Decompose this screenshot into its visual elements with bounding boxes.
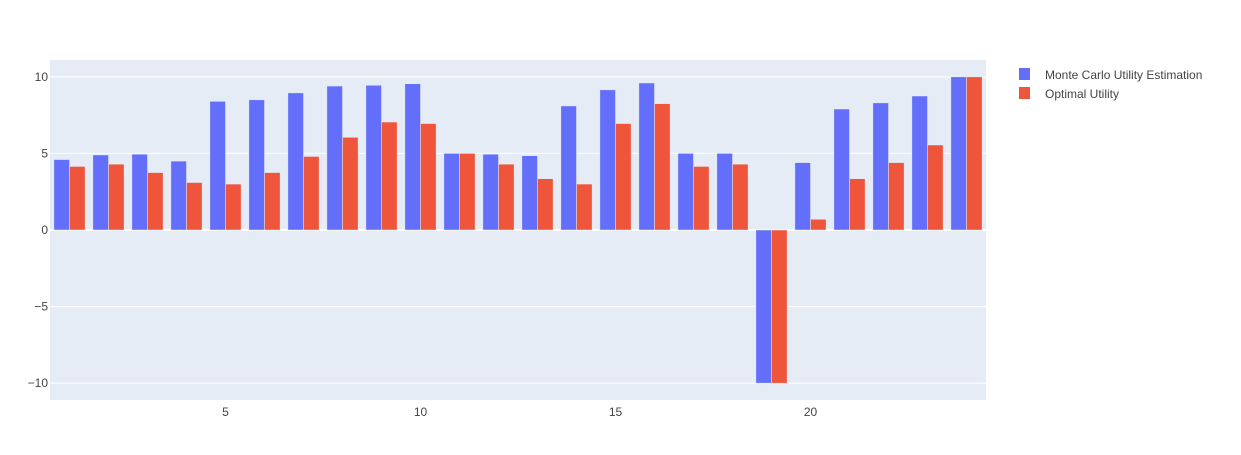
bar[interactable]: [443, 153, 460, 231]
bar[interactable]: [381, 121, 398, 231]
bar[interactable]: [326, 85, 343, 231]
bar[interactable]: [170, 160, 187, 231]
bar[interactable]: [287, 92, 304, 231]
bar[interactable]: [966, 76, 983, 231]
x-tick-label: 20: [804, 405, 818, 419]
bar[interactable]: [303, 156, 320, 231]
bar[interactable]: [849, 178, 866, 231]
bar[interactable]: [69, 166, 86, 231]
x-tick-label: 5: [222, 405, 229, 419]
bar[interactable]: [225, 183, 242, 231]
bar[interactable]: [186, 182, 203, 231]
bar[interactable]: [716, 153, 733, 231]
legend-item[interactable]: Monte Carlo Utility Estimation: [1019, 68, 1202, 82]
x-axis: 5 10 15 20: [222, 405, 817, 419]
x-tick-label: 15: [609, 405, 623, 419]
y-tick-label: −10: [28, 376, 49, 390]
bar[interactable]: [576, 183, 593, 231]
y-tick-label: 0: [41, 223, 48, 237]
bar[interactable]: [131, 153, 148, 231]
bar[interactable]: [108, 163, 125, 231]
bar[interactable]: [950, 76, 967, 231]
y-tick-label: 5: [41, 146, 48, 160]
bar[interactable]: [771, 229, 788, 384]
bars: [53, 76, 983, 384]
bar[interactable]: [147, 172, 164, 231]
y-tick-label: 10: [35, 70, 49, 84]
bar[interactable]: [833, 108, 850, 231]
x-tick-label: 10: [414, 405, 428, 419]
bar[interactable]: [755, 229, 772, 384]
grid-lines: [50, 76, 986, 384]
bar[interactable]: [248, 99, 265, 231]
bar[interactable]: [599, 89, 616, 231]
bar[interactable]: [537, 178, 554, 231]
legend-label: Optimal Utility: [1045, 87, 1119, 101]
bar[interactable]: [794, 162, 811, 231]
bar[interactable]: [459, 153, 476, 231]
bar[interactable]: [209, 101, 226, 231]
bar[interactable]: [615, 123, 632, 231]
bar[interactable]: [521, 155, 538, 231]
bar[interactable]: [911, 95, 928, 231]
bar[interactable]: [342, 137, 359, 231]
legend-swatch: [1019, 68, 1030, 80]
bar[interactable]: [404, 83, 421, 231]
bar[interactable]: [732, 163, 749, 231]
bar[interactable]: [264, 172, 281, 231]
bar[interactable]: [498, 163, 515, 231]
bar[interactable]: [693, 166, 710, 231]
bar[interactable]: [92, 154, 109, 231]
legend[interactable]: Monte Carlo Utility Estimation Optimal Ut…: [1019, 68, 1202, 101]
bar[interactable]: [365, 85, 382, 231]
bar[interactable]: [654, 103, 671, 231]
legend-swatch: [1019, 87, 1030, 99]
legend-label: Monte Carlo Utility Estimation: [1045, 68, 1202, 82]
y-tick-label: −5: [34, 300, 48, 314]
y-axis: −10 −5 0 5 10: [28, 70, 49, 390]
bar[interactable]: [677, 153, 694, 231]
bar[interactable]: [927, 144, 944, 231]
legend-item[interactable]: Optimal Utility: [1019, 87, 1119, 101]
bar[interactable]: [888, 162, 905, 231]
bar[interactable]: [810, 219, 827, 231]
bar[interactable]: [872, 102, 889, 231]
bar[interactable]: [53, 159, 70, 231]
bar[interactable]: [560, 105, 577, 231]
bar[interactable]: [482, 153, 499, 231]
bar[interactable]: [638, 82, 655, 231]
bar[interactable]: [420, 123, 437, 231]
